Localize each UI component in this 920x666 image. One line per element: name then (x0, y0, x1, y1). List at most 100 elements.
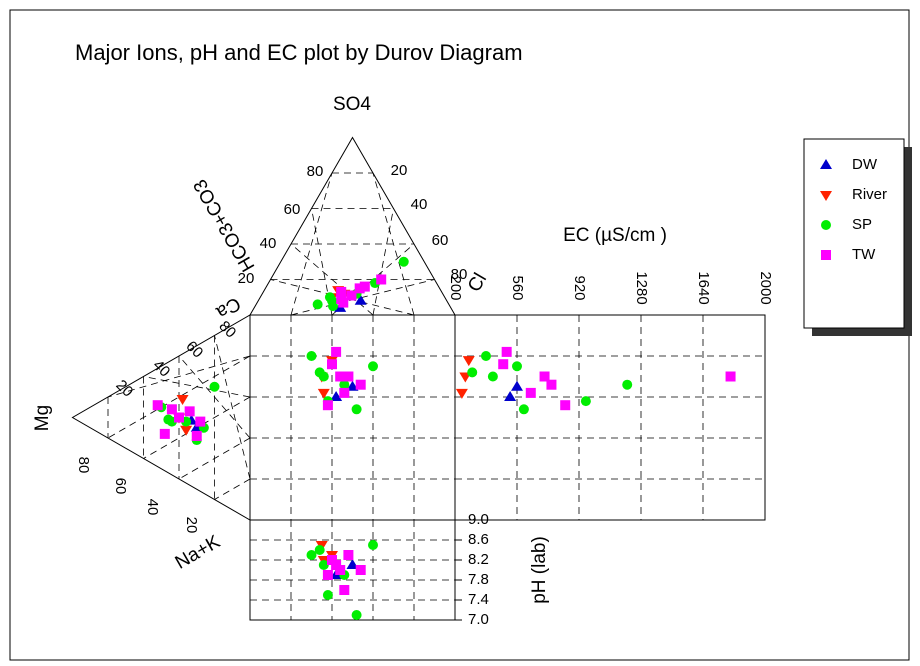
tw-point-ec (501, 346, 512, 357)
sp-point-ph (351, 610, 362, 620)
tw-point-center (343, 371, 354, 382)
river-point-ec (462, 356, 475, 367)
sp-point-ph (322, 590, 333, 600)
ec-tick-label: 560 (509, 275, 526, 300)
sp-point-ec (622, 379, 633, 390)
sp-point-ec (487, 371, 498, 382)
sp-point-center (351, 404, 362, 415)
tw-point-anion (359, 281, 370, 292)
legend-label-river: River (852, 186, 887, 203)
tw-point-ph (331, 560, 342, 570)
tw-point-center (331, 346, 342, 357)
tw-point-cation (166, 404, 177, 415)
sp-point-center (339, 379, 350, 390)
anion-left-tick: 40 (260, 235, 277, 252)
ph-axis-title: pH (lab) (529, 536, 550, 604)
tw-point-ph (355, 565, 366, 575)
tw-point-ec (546, 379, 557, 390)
tw-point-cation (184, 406, 195, 417)
tw-point-anion (354, 283, 365, 294)
ph-tick-label: 9.0 (468, 511, 489, 528)
cation-grid-line (107, 355, 251, 439)
sp-point-ph (314, 545, 325, 555)
outer-border (9, 9, 910, 661)
dw-point-ph (346, 559, 359, 569)
anion-grid-line (290, 279, 435, 316)
river-point-center (317, 388, 330, 399)
tw-point-ph (339, 585, 350, 595)
ph-tick-label: 7.8 (468, 571, 489, 588)
dw-point-ec (511, 380, 523, 391)
sp-point-ec (467, 367, 478, 378)
sp-point-ph (318, 560, 329, 570)
cation-grid-line (143, 376, 251, 398)
cation-lower-tick: 80 (75, 457, 92, 474)
river-point-ec (455, 388, 468, 399)
tw-point-cation (191, 430, 202, 441)
anion-right-tick: 20 (391, 162, 408, 179)
ec-tick-label: 1640 (695, 271, 712, 304)
anion-right-tick: 60 (432, 232, 449, 249)
ec-tick-label: 200 (447, 275, 464, 300)
anion-right-tick: 80 (451, 266, 468, 283)
sp-point-ec (518, 404, 529, 415)
sp-point-cation (209, 381, 220, 392)
sp-point-anion (312, 299, 323, 310)
anion-right-tick: 40 (411, 196, 428, 213)
ec-tick-label: 1280 (633, 271, 650, 304)
tw-point-ph (343, 550, 354, 560)
legend-label-dw: DW (852, 156, 878, 173)
ph-tick-label: 7.4 (468, 591, 489, 608)
cation-grid-line (214, 335, 251, 480)
ec-tick-label: 920 (571, 275, 588, 300)
sp-point-ph (368, 540, 378, 550)
river-point-cation (176, 395, 189, 406)
sp-point-ec (481, 351, 491, 361)
anion-left-tick: 60 (284, 201, 301, 218)
tw-point-cation (152, 400, 163, 411)
legend-box (803, 138, 905, 329)
tw-point-anion (376, 274, 387, 285)
dw-point-center (346, 380, 359, 391)
tw-point-center (322, 400, 333, 411)
sp-point-center (306, 351, 317, 361)
tw-point-center (335, 371, 346, 382)
mg-label: Mg (32, 405, 53, 431)
cation-grid-line (107, 355, 251, 398)
anion-grid-line (372, 172, 415, 316)
sp-point-ec (580, 396, 591, 407)
tw-point-cation (159, 428, 170, 439)
cation-lower-tick: 60 (112, 478, 129, 495)
sp-point-center (314, 367, 325, 378)
tw-point-ec (560, 400, 571, 411)
tw-point-ec (539, 371, 550, 382)
tw-point-center (339, 387, 350, 398)
tw-point-ec (525, 387, 536, 398)
sp-point-ec (512, 361, 522, 372)
cation-grid-line (214, 478, 251, 500)
tw-point-ec (725, 371, 736, 382)
sp-point-anion (398, 256, 409, 267)
sp-point-anion (324, 292, 335, 303)
chart-title: Major Ions, pH and EC plot by Durov Diag… (75, 40, 523, 65)
so4-label: SO4 (333, 94, 371, 115)
anion-triangle (249, 136, 456, 316)
tw-point-center (327, 359, 337, 370)
river-point-cation (180, 425, 193, 436)
tw-point-center (355, 379, 366, 390)
ph-tick-label: 8.2 (468, 551, 489, 568)
cation-triangle (71, 314, 251, 521)
ec-tick-label: 2000 (757, 271, 774, 304)
tw-point-ph (322, 570, 333, 580)
legend-marker-tw (821, 250, 831, 260)
legend-label-sp: SP (852, 216, 872, 233)
anion-grid-line (290, 172, 333, 316)
sp-point-center (368, 361, 378, 372)
legend-marker-sp (821, 220, 831, 230)
axis-labels: SO4HCO3+CO3Cl8060402020406080MgCaNa+K806… (32, 94, 774, 628)
tw-point-anion (336, 286, 347, 297)
legend-label-tw: TW (852, 246, 876, 263)
tw-point-cation (174, 412, 184, 423)
